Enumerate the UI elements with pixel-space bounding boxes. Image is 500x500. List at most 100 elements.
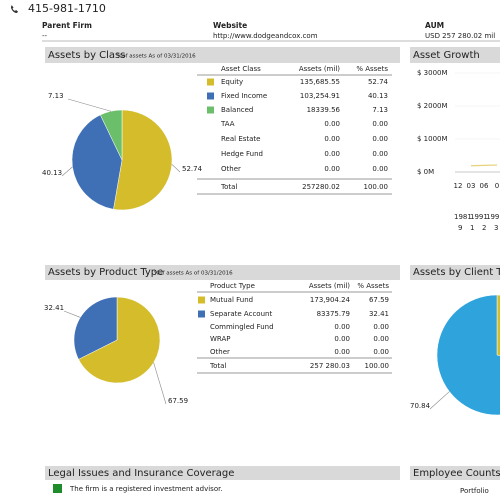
x-sublabel: 1991 [486,213,500,221]
x-tick-label: 06 [480,182,489,190]
y-tick-label: $ 0M [417,168,434,176]
table-total: Total [209,362,226,370]
table-cell: 0.00 [373,335,389,343]
table-cell: 103,254.91 [300,92,340,100]
leader-line [63,310,81,318]
slice-label: 40.13 [42,169,62,177]
table-cell: 0.00 [373,348,389,356]
slice-label: 67.59 [168,397,188,405]
pie-slice [436,294,500,416]
leader-line [67,98,111,112]
table-total: 257280.02 [302,183,340,191]
column-header: Portfolio [460,487,489,495]
table-cell: Equity [221,78,243,86]
leader-line [171,164,181,173]
table-header: Product Type [210,282,255,290]
x-sublabel: 2 [482,224,486,232]
panel-title: Assets by Product Type [48,267,163,278]
table-cell: 0.00 [373,323,389,331]
leader-line [429,391,450,410]
panel-header [410,466,500,480]
leader-line [61,166,73,177]
table-cell: 0.00 [324,150,340,158]
pie-slice [73,296,118,360]
table-total: Total [220,183,237,191]
table-cell: 0.00 [324,135,340,143]
table-cell: Other [221,165,241,173]
table-cell: 0.00 [334,323,350,331]
table-cell: WRAP [210,335,231,343]
x-sublabel: 1 [470,224,474,232]
table-header: Assets (mil) [299,65,340,73]
legal-item: The firm is a registered investment advi… [69,485,223,493]
x-tick-label: 12 [454,182,463,190]
pie-slice [496,294,500,357]
table-cell: 135,685.55 [300,78,340,86]
table-header: Asset Class [221,65,261,73]
table-cell: 0.00 [372,135,388,143]
table-cell: Fixed Income [221,92,267,100]
legend-swatch [207,92,214,100]
panel-title: Asset Growth [413,50,480,61]
panel-title: Employee Counts [413,468,500,479]
panel-header [410,265,500,280]
table-cell: 7.13 [372,106,388,114]
table-header: % Assets [356,65,388,73]
table-cell: 0.00 [334,348,350,356]
field-value: http://www.dodgeandcox.com [213,32,318,40]
table-total: 100.00 [365,362,390,370]
field-value: -- [42,32,48,40]
table-cell: Balanced [221,106,253,114]
x-sublabel: 1981 [454,213,472,221]
table-header: % Assets [357,282,389,290]
legend-swatch [198,296,205,304]
x-sublabel: 9 [458,224,462,232]
leader-line [153,362,167,405]
field-label: Parent Firm [42,21,92,30]
panel-subtitle: %of assets As of 03/31/2016 [154,271,233,277]
slice-label: 70.84 [410,402,431,410]
table-total: 257 280.03 [310,362,350,370]
table-cell: Other [210,348,230,356]
pie-slice [113,109,173,211]
table-cell: 0.00 [372,120,388,128]
panel-title: Assets by Client Typ [413,267,500,278]
table-cell: 32.41 [369,310,389,318]
table-header: Assets (mil) [309,282,350,290]
panel-subtitle: %of assets As of 03/31/2016 [117,54,196,60]
legend-swatch [198,310,205,318]
table-cell: 0.00 [372,165,388,173]
panel-title: Legal Issues and Insurance Coverage [48,468,234,479]
field-label: AUM [425,21,444,30]
table-cell: 83375.79 [317,310,350,318]
table-cell: Mutual Fund [210,296,253,304]
panel-header [45,466,400,480]
phone-icon [11,5,18,13]
legend-swatch [207,78,214,86]
y-tick-label: $ 2000M [417,102,448,110]
slice-label: 7.13 [48,92,64,100]
table-cell: Separate Account [210,310,272,318]
table-cell: Commingled Fund [210,323,274,331]
table-cell: 67.59 [369,296,389,304]
table-cell: Hedge Fund [221,150,263,158]
phone: 415-981-1710 [28,2,106,15]
table-total: 100.00 [364,183,389,191]
table-cell: 40.13 [368,92,388,100]
table-cell: Real Estate [221,135,260,143]
panel-header [45,47,400,63]
panel-header [410,47,500,63]
x-tick-label: 0 [495,182,499,190]
y-tick-label: $ 1000M [417,135,448,143]
x-sublabel: 3 [494,224,498,232]
growth-line [470,164,498,167]
legend-swatch [207,106,214,114]
check-icon [53,484,62,493]
x-tick-label: 03 [467,182,476,190]
table-cell: 18339.56 [307,106,341,114]
table-cell: 0.00 [324,120,340,128]
field-label: Website [213,21,247,30]
field-value: USD 257 280.02 mil [425,32,495,40]
